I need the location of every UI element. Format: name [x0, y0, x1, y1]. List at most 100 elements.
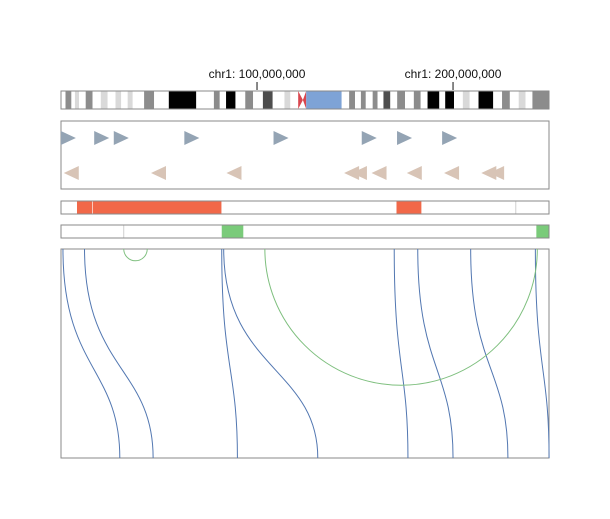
blue-connection[interactable] — [393, 248, 409, 459]
green-arc[interactable] — [264, 248, 538, 386]
cytoband — [245, 91, 254, 109]
blue-connection[interactable] — [62, 248, 121, 459]
cytoband — [85, 91, 93, 109]
cytoband — [92, 91, 101, 109]
cytoband — [372, 91, 378, 109]
cytoband — [262, 91, 273, 109]
centromere-q-band — [302, 91, 307, 109]
cytoband — [235, 91, 246, 109]
cytoband — [532, 91, 549, 109]
red-segment[interactable] — [92, 200, 223, 215]
cytoband — [509, 91, 519, 109]
cytoband — [420, 91, 428, 109]
cytoband — [154, 91, 169, 109]
cytoband — [377, 91, 384, 109]
cytoband — [284, 91, 291, 109]
cytoband — [226, 91, 236, 109]
reverse-strand-marker[interactable] — [351, 166, 367, 180]
cytoband — [341, 91, 350, 109]
green-segment-track[interactable] — [60, 224, 550, 239]
blue-connection[interactable] — [223, 248, 319, 459]
cytoband — [355, 91, 361, 109]
cytoband — [71, 91, 75, 109]
blue-connection[interactable] — [84, 248, 154, 459]
red-segment[interactable] — [395, 200, 422, 215]
cytoband — [168, 91, 197, 109]
reverse-strand-marker[interactable] — [406, 166, 422, 180]
cytoband — [478, 91, 494, 109]
green-track-frame — [60, 224, 550, 239]
forward-strand-marker[interactable] — [361, 131, 377, 145]
cytoband — [445, 91, 455, 109]
centromere-p-band — [298, 91, 303, 109]
connection-track[interactable] — [60, 248, 550, 459]
cytoband — [107, 91, 116, 109]
cytoband — [413, 91, 421, 109]
cytoband — [405, 91, 414, 109]
cytoband — [253, 91, 263, 109]
cytoband — [219, 91, 227, 109]
reverse-strand-marker[interactable] — [63, 166, 79, 180]
green-arc[interactable] — [123, 248, 148, 262]
cytoband — [502, 91, 510, 109]
cytoband — [349, 91, 356, 109]
cytoband — [360, 91, 366, 109]
axis-label-100mb: chr1: 100,000,000 — [209, 67, 306, 81]
cytoband — [493, 91, 503, 109]
reverse-strand-marker[interactable] — [444, 166, 460, 180]
reverse-strand-marker[interactable] — [489, 166, 505, 180]
cytoband — [196, 91, 214, 109]
reverse-strand-marker[interactable] — [371, 166, 387, 180]
chromosome-ideogram[interactable] — [60, 90, 550, 110]
cytoband — [397, 91, 406, 109]
forward-strand-marker[interactable] — [397, 131, 413, 145]
cytoband — [439, 91, 446, 109]
cytoband — [100, 91, 108, 109]
cytoband — [290, 91, 299, 109]
cytoband — [390, 91, 398, 109]
cytoband — [74, 91, 80, 109]
forward-strand-marker[interactable] — [113, 131, 129, 145]
blue-connection[interactable] — [534, 248, 550, 459]
forward-strand-marker[interactable] — [273, 131, 289, 145]
reverse-strand-marker[interactable] — [151, 166, 167, 180]
forward-strand-marker[interactable] — [94, 131, 110, 145]
red-track-frame — [60, 200, 550, 215]
ideogram-frame — [60, 90, 550, 110]
connection-frame — [60, 248, 550, 459]
cytoband — [121, 91, 128, 109]
cytoband — [61, 91, 66, 109]
forward-strand-marker[interactable] — [442, 131, 458, 145]
green-segment[interactable] — [536, 225, 549, 238]
cytoband — [454, 91, 463, 109]
cytoband — [365, 91, 373, 109]
genomic-axis: chr1: 100,000,000 chr1: 200,000,000 — [209, 67, 502, 90]
cytoband — [213, 91, 220, 109]
green-segment[interactable] — [221, 225, 244, 238]
reverse-strand-marker[interactable] — [226, 166, 242, 180]
cytoband — [132, 91, 145, 109]
red-segment[interactable] — [76, 200, 93, 215]
cytoband — [427, 91, 440, 109]
forward-strand-marker[interactable] — [184, 131, 200, 145]
cytoband — [272, 91, 285, 109]
cytoband — [518, 91, 526, 109]
cytoband — [127, 91, 133, 109]
red-segment-track[interactable] — [60, 200, 550, 215]
reverse-strand-marker[interactable] — [344, 166, 360, 180]
reverse-strand-marker[interactable] — [481, 166, 497, 180]
cytoband — [469, 91, 479, 109]
blue-connection[interactable] — [417, 248, 454, 459]
annotation-track[interactable] — [60, 120, 550, 190]
cytoband — [525, 91, 533, 109]
cytoband — [144, 91, 155, 109]
axis-label-200mb: chr1: 200,000,000 — [405, 67, 502, 81]
blue-connection[interactable] — [221, 248, 238, 459]
cytoband — [306, 91, 342, 109]
annotation-frame — [60, 120, 550, 190]
cytoband — [65, 91, 72, 109]
forward-strand-marker[interactable] — [60, 131, 76, 145]
cytoband — [383, 91, 391, 109]
blue-connection[interactable] — [470, 248, 509, 459]
